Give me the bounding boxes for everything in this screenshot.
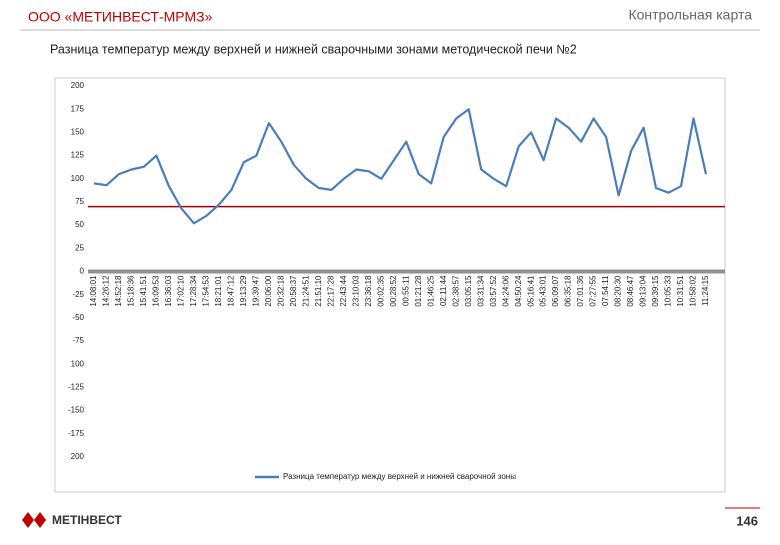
x-tick-label: 14:52:18 xyxy=(114,275,123,307)
x-tick-label: 08:46:47 xyxy=(626,275,635,307)
x-tick-label: 09:39:15 xyxy=(651,275,660,307)
x-tick-label: 17:28:34 xyxy=(189,275,198,307)
page-number: 146 xyxy=(736,513,758,528)
x-tick-label: 14:08:01 xyxy=(89,275,98,307)
x-tick-label: 20:32:18 xyxy=(276,275,285,307)
x-tick-label: 00:55:11 xyxy=(401,275,410,306)
x-tick-label: 00:28:52 xyxy=(389,275,398,307)
x-tick-label: 02:38:57 xyxy=(451,275,460,307)
y-tick-label: -125 xyxy=(68,383,85,392)
x-tick-label: 21:51:10 xyxy=(314,275,323,307)
x-tick-label: 11:24:15 xyxy=(701,275,710,306)
y-tick-label: 0 xyxy=(80,267,85,276)
y-tick-label: 150 xyxy=(71,127,85,136)
x-tick-label: 17:54:53 xyxy=(202,275,211,307)
x-tick-label: 04:50:24 xyxy=(514,275,523,307)
x-tick-label: 15:41:51 xyxy=(139,275,148,307)
company: ООО «МЕТИНВЕСТ-МРМЗ» xyxy=(28,9,213,25)
x-tick-label: 19:13:29 xyxy=(239,275,248,307)
y-tick-label: 100 xyxy=(71,359,85,368)
x-tick-label: 06:35:18 xyxy=(564,275,573,307)
x-tick-label: 20:06:00 xyxy=(264,275,273,307)
x-tick-label: 17:02:10 xyxy=(177,275,186,307)
x-tick-label: 02:11:44 xyxy=(439,275,448,306)
x-tick-label: 23:36:18 xyxy=(364,275,373,307)
y-tick-label: 200 xyxy=(71,452,85,461)
logo: МЕТІНВЕСТ xyxy=(22,512,122,528)
x-tick-label: 16:09:53 xyxy=(152,275,161,307)
x-tick-label: 05:16:41 xyxy=(526,275,535,307)
x-tick-label: 07:54:11 xyxy=(601,275,610,306)
x-tick-label: 01:46:25 xyxy=(426,275,435,307)
x-tick-label: 18:47:12 xyxy=(226,275,235,307)
x-tick-label: 22:17:28 xyxy=(326,275,335,307)
x-tick-label: 15:18:36 xyxy=(127,275,136,307)
y-tick-label: 75 xyxy=(75,197,84,206)
y-tick-label: 200 xyxy=(71,81,85,90)
x-tick-label: 10:58:02 xyxy=(689,275,698,307)
x-tick-label: 21:24:51 xyxy=(301,275,310,307)
y-tick-label: 50 xyxy=(75,220,84,229)
x-tick-label: 18:21:01 xyxy=(214,275,223,307)
x-tick-label: 03:31:34 xyxy=(476,275,485,307)
x-tick-label: 20:58:37 xyxy=(289,275,298,307)
x-tick-label: 07:01:36 xyxy=(576,275,585,307)
x-tick-label: 23:10:03 xyxy=(351,275,360,307)
y-tick-label: -75 xyxy=(72,336,84,345)
series-line xyxy=(93,108,708,225)
x-tick-label: 22:43:44 xyxy=(339,275,348,307)
x-tick-label: 14:26:12 xyxy=(102,275,111,307)
x-tick-label: 06:09:07 xyxy=(551,275,560,307)
y-tick-label: -50 xyxy=(72,313,84,322)
x-tick-label: 00:02:35 xyxy=(376,275,385,307)
x-tick-label: 03:05:15 xyxy=(464,275,473,307)
logo-text: МЕТІНВЕСТ xyxy=(52,513,122,527)
x-tick-label: 19:39:47 xyxy=(251,275,260,307)
x-tick-label: 16:36:03 xyxy=(164,275,173,307)
legend-label: Разница температур между верхней и нижне… xyxy=(283,472,516,481)
x-tick-label: 08:20:30 xyxy=(614,275,623,307)
x-tick-label: 01:21:28 xyxy=(414,275,423,307)
x-tick-label: 10:05:33 xyxy=(664,275,673,307)
chart-title: Разница температур между верхней и нижне… xyxy=(50,42,577,56)
x-tick-label: 05:43:01 xyxy=(539,275,548,307)
y-tick-label: 25 xyxy=(75,243,84,252)
y-tick-label: 175 xyxy=(71,104,85,113)
chart-frame xyxy=(54,77,726,493)
x-tick-label: 10:31:51 xyxy=(676,275,685,307)
x-tick-label: 07:27:55 xyxy=(589,275,598,307)
y-tick-label: -175 xyxy=(68,429,85,438)
y-tick-label: -25 xyxy=(72,290,84,299)
x-tick-label: 03:57:52 xyxy=(489,275,498,307)
y-tick-label: 125 xyxy=(71,151,85,160)
logo-mark xyxy=(22,512,46,528)
x-tick-label: 04:24:06 xyxy=(501,275,510,307)
y-tick-label: -150 xyxy=(68,406,85,415)
section: Контрольная карта xyxy=(628,7,752,23)
x-tick-label: 09:13:04 xyxy=(639,275,648,307)
y-tick-label: 100 xyxy=(71,174,85,183)
